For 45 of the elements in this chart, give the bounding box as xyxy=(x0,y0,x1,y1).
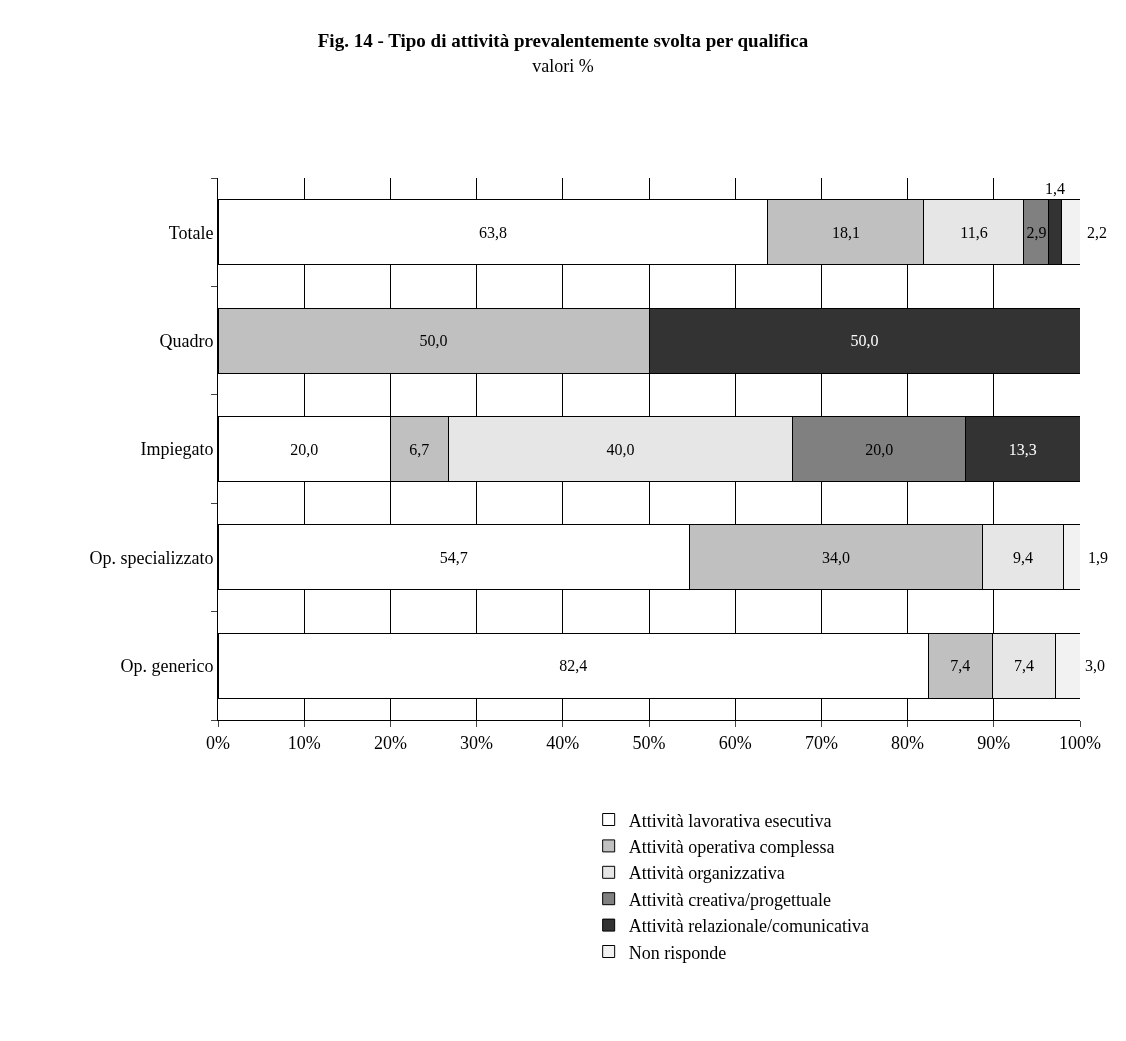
data-label: 50,0 xyxy=(419,332,448,350)
data-label: 54,7 xyxy=(439,548,468,566)
legend-label: Attività organizzativa xyxy=(628,863,785,884)
x-tick-label: 0% xyxy=(206,732,230,753)
data-label: 7,4 xyxy=(1013,657,1034,675)
x-tick-label: 30% xyxy=(460,732,494,753)
legend-label: Attività lavorativa esecutiva xyxy=(628,810,832,831)
data-label: 50,0 xyxy=(850,332,879,350)
y-tick-label: Op. specializzato xyxy=(89,547,214,568)
x-tick-label: 20% xyxy=(373,732,407,753)
x-tick-label: 100% xyxy=(1059,732,1101,753)
data-label: 11,6 xyxy=(960,223,988,241)
data-label: 2,9 xyxy=(1026,223,1047,241)
legend-label: Non risponde xyxy=(628,942,727,963)
y-tick-label: Op. generico xyxy=(120,656,214,677)
legend-label: Attività operativa complessa xyxy=(628,836,835,857)
y-tick-label: Impiegato xyxy=(140,439,214,460)
data-label: 20,0 xyxy=(865,440,894,458)
data-label: 7,4 xyxy=(950,657,971,675)
x-tick-label: 70% xyxy=(804,732,838,753)
x-tick-label: 60% xyxy=(718,732,752,753)
x-tick-label: 80% xyxy=(891,732,925,753)
data-label: 3,0 xyxy=(1085,657,1105,674)
data-label: 13,3 xyxy=(1008,440,1037,458)
chart-title: Fig. 14 - Tipo di attività prevalentemente svolta per qualifica xyxy=(317,29,809,51)
data-label: 18,1 xyxy=(831,223,860,241)
data-label: 82,4 xyxy=(559,657,588,675)
x-tick-label: 50% xyxy=(632,732,666,753)
data-label: 6,7 xyxy=(409,440,430,458)
chart-subtitle: valori % xyxy=(532,55,594,76)
data-label: 20,0 xyxy=(290,440,319,458)
x-tick-label: 10% xyxy=(287,732,321,753)
x-tick-label: 90% xyxy=(977,732,1011,753)
legend-label: Attività relazionale/comunicativa xyxy=(628,916,870,937)
y-tick-label: Quadro xyxy=(159,330,214,351)
data-label: 34,0 xyxy=(822,548,851,566)
x-tick-label: 40% xyxy=(546,732,580,753)
data-label: 1,9 xyxy=(1088,549,1108,566)
data-label: 1,4 xyxy=(1045,180,1065,197)
data-label: 2,2 xyxy=(1087,224,1107,241)
data-label: 9,4 xyxy=(1013,548,1034,566)
data-label: 40,0 xyxy=(606,440,635,458)
legend-label: Attività creativa/progettuale xyxy=(628,889,832,910)
data-label: 63,8 xyxy=(478,223,507,241)
y-tick-label: Totale xyxy=(168,222,214,243)
